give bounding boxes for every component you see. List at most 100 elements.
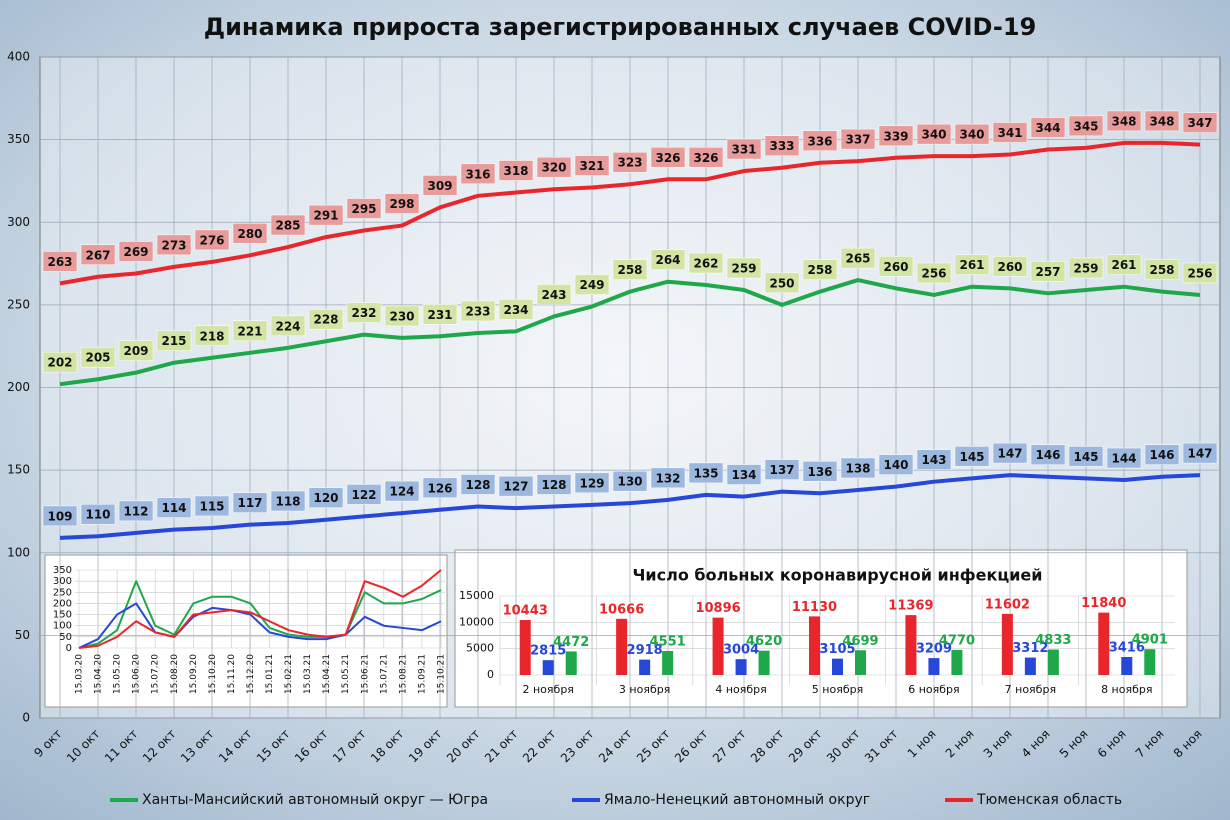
data-label: 260 — [883, 260, 908, 274]
data-label-box — [308, 487, 344, 508]
data-label: 347 — [1187, 116, 1212, 130]
data-label: 309 — [427, 179, 452, 193]
data-label-box — [422, 304, 458, 325]
data-label-box — [1068, 257, 1104, 279]
data-label-box — [384, 193, 420, 214]
data-label-box — [80, 346, 116, 368]
data-label-box — [156, 497, 192, 518]
data-label: 11602 — [985, 597, 1030, 612]
data-label-box — [1106, 110, 1142, 132]
data-label: 262 — [693, 257, 718, 271]
bar — [735, 659, 747, 675]
data-label: 4551 — [650, 635, 686, 650]
data-label: 337 — [845, 133, 870, 147]
y-tick-label: 350 — [53, 565, 72, 576]
data-label: 127 — [503, 480, 528, 494]
bar — [1144, 649, 1156, 675]
data-label: 340 — [921, 128, 946, 142]
data-label: 298 — [389, 197, 414, 211]
data-label: 264 — [655, 253, 680, 267]
data-label: 320 — [541, 161, 566, 175]
data-label: 333 — [769, 139, 794, 153]
data-label: 285 — [275, 219, 300, 233]
data-label-box — [156, 330, 192, 351]
x-tick-label: 15.08.21 — [398, 654, 408, 694]
data-label: 134 — [731, 468, 756, 482]
data-label: 117 — [237, 496, 262, 510]
data-label-box — [118, 241, 154, 262]
data-label: 10666 — [599, 602, 644, 617]
data-label: 137 — [769, 463, 794, 477]
data-label: 4770 — [939, 633, 975, 648]
data-label: 4901 — [1132, 633, 1168, 648]
x-tick-label: 8 ноября — [1101, 683, 1152, 696]
data-label: 269 — [123, 245, 148, 259]
y-tick-label: 0 — [22, 711, 30, 725]
data-label-box — [1182, 442, 1218, 464]
data-label-box — [954, 123, 990, 145]
data-label-box — [916, 123, 952, 145]
data-label: 348 — [1111, 114, 1136, 128]
x-tick-label: 15.01.21 — [265, 654, 275, 694]
data-label: 250 — [769, 276, 794, 290]
data-label-box — [612, 259, 648, 280]
series-line — [59, 140, 1201, 286]
data-label: 144 — [1111, 452, 1136, 466]
data-label: 256 — [921, 266, 946, 280]
data-label: 273 — [161, 238, 186, 252]
data-label: 3209 — [916, 642, 952, 657]
x-tick-label: 15.06.21 — [360, 654, 370, 694]
data-label: 341 — [997, 126, 1022, 140]
y-tick-label: 400 — [7, 50, 30, 64]
x-tick-label: 15.10.20 — [208, 654, 218, 694]
data-label-box — [42, 505, 78, 527]
data-label-box — [422, 477, 458, 499]
data-label-box — [726, 138, 762, 160]
data-label: 146 — [1149, 448, 1174, 462]
y-tick-label: 50 — [59, 632, 72, 643]
bar — [1024, 657, 1036, 675]
x-tick-label: 15.08.20 — [170, 654, 180, 694]
bar — [639, 659, 651, 675]
data-label-box — [42, 351, 78, 373]
data-label: 115 — [199, 499, 224, 513]
data-label-box — [308, 308, 344, 330]
data-label-box — [118, 340, 154, 361]
y-tick-label: 0 — [487, 668, 494, 681]
data-label: 228 — [313, 313, 338, 327]
data-label-box — [232, 223, 268, 244]
inset-title: Число больных коронавирусной инфекцией — [633, 566, 1043, 585]
data-label: 336 — [807, 134, 832, 148]
bar — [758, 650, 770, 675]
data-label: 218 — [199, 329, 224, 343]
bar — [928, 658, 940, 675]
data-label-box — [194, 229, 230, 251]
data-label-box — [270, 315, 306, 337]
data-label: 2815 — [530, 644, 566, 659]
data-label-box — [764, 459, 800, 480]
y-tick-label: 100 — [53, 621, 72, 632]
data-label: 122 — [351, 488, 376, 502]
data-label-box — [650, 467, 686, 489]
data-label: 4699 — [842, 634, 878, 649]
data-label-box — [1068, 446, 1104, 467]
data-label: 295 — [351, 202, 376, 216]
data-label: 326 — [655, 151, 680, 165]
bar — [662, 651, 674, 675]
bar — [951, 649, 963, 675]
bar — [1121, 657, 1133, 675]
y-tick-label: 5000 — [466, 642, 494, 655]
bar — [1098, 612, 1110, 675]
data-label-box — [1106, 447, 1142, 469]
data-label: 128 — [541, 478, 566, 492]
data-label: 143 — [921, 453, 946, 467]
y-tick-label: 300 — [53, 576, 72, 587]
y-tick-label: 150 — [53, 610, 72, 621]
data-label: 249 — [579, 278, 604, 292]
data-label-box — [650, 147, 686, 168]
x-tick-label: 15.02.21 — [284, 654, 294, 694]
data-label-box — [688, 252, 724, 274]
x-tick-label: 15.12.20 — [246, 654, 256, 694]
bar — [1001, 613, 1013, 675]
x-tick-label: 15.03.20 — [75, 654, 85, 694]
